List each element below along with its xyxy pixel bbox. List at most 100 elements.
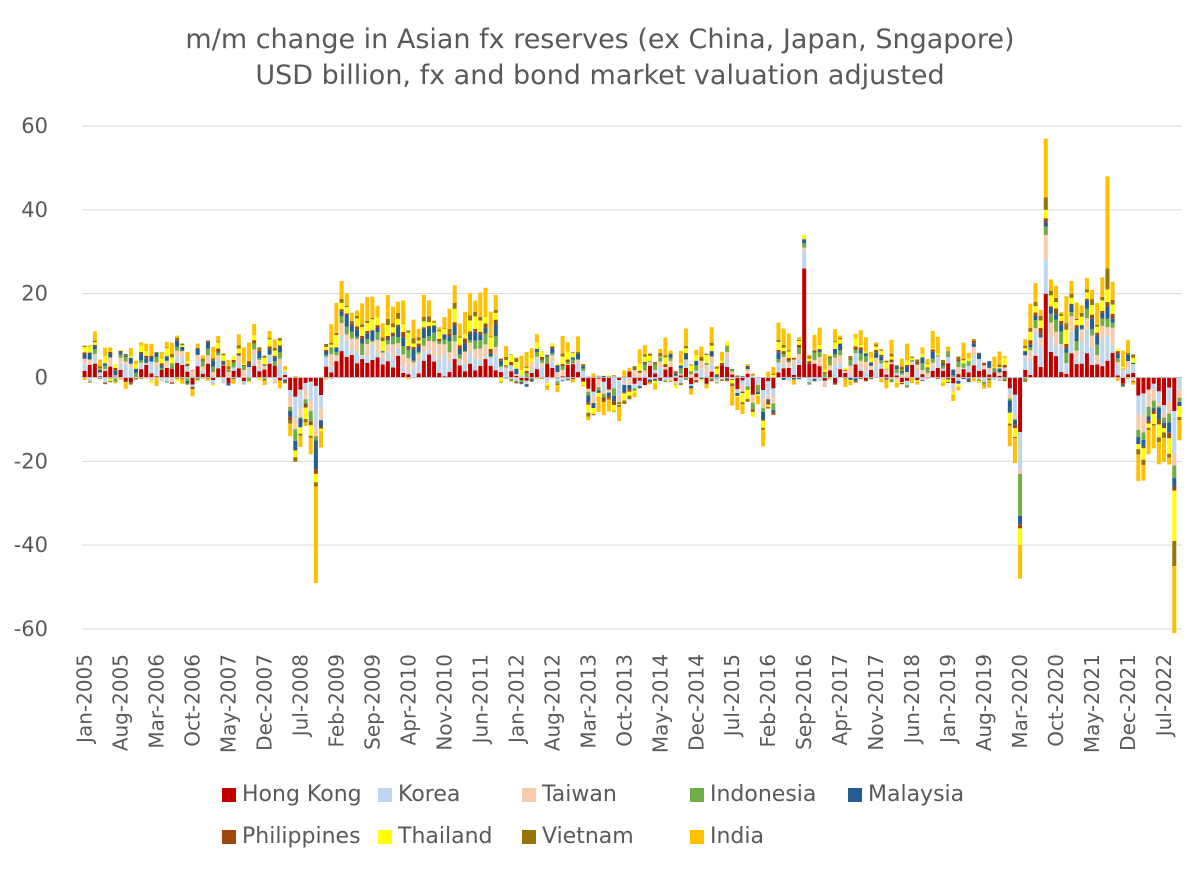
bar-segment <box>457 348 462 355</box>
bar-segment <box>159 377 164 381</box>
bar-segment <box>1038 334 1043 338</box>
bar-segment <box>581 370 586 378</box>
bar-segment <box>617 380 622 396</box>
bar-segment <box>632 390 637 393</box>
bar-segment <box>252 343 257 350</box>
bar-segment <box>360 336 365 339</box>
bar-segment <box>658 357 663 362</box>
bar-segment <box>149 361 154 374</box>
bar-segment <box>324 366 329 378</box>
bar-segment <box>647 382 652 385</box>
bar-segment <box>1146 416 1151 421</box>
bar-segment <box>1141 465 1146 481</box>
bar-segment <box>360 338 365 344</box>
bar-segment <box>920 352 925 354</box>
bar-segment <box>308 381 313 401</box>
bar-segment <box>612 375 617 377</box>
x-tick-label: Mar-2020 <box>1008 654 1032 749</box>
bar-segment <box>87 352 92 353</box>
bar-segment <box>493 346 498 356</box>
bar-segment <box>612 376 617 378</box>
bar-segment <box>205 377 210 379</box>
bar-segment <box>1018 469 1023 474</box>
bar-segment <box>324 378 329 380</box>
bar-segment <box>457 358 462 362</box>
bar-segment <box>1120 369 1125 373</box>
bar-segment <box>658 379 663 381</box>
bar-segment <box>689 365 694 372</box>
bar-segment <box>144 351 149 356</box>
bar-segment <box>858 377 863 380</box>
bar-segment <box>565 364 570 378</box>
bar-segment <box>396 355 401 378</box>
bar-segment <box>365 356 370 363</box>
bar-segment <box>637 372 642 378</box>
bar-segment <box>493 370 498 378</box>
bar-segment <box>118 354 123 358</box>
bar-segment <box>283 374 288 378</box>
bar-segment <box>426 328 431 336</box>
bar-segment <box>560 336 565 354</box>
bar-segment <box>87 345 92 347</box>
bar-segment <box>236 368 241 378</box>
bar-segment <box>653 373 658 378</box>
bar-segment <box>812 359 817 364</box>
bar-segment <box>426 300 431 317</box>
bar-segment <box>319 377 324 396</box>
bar-segment <box>334 333 339 336</box>
bar-segment <box>524 377 529 381</box>
bar-segment <box>586 416 591 421</box>
bar-segment <box>560 364 565 367</box>
bar-segment <box>550 367 555 378</box>
bar-segment <box>385 351 390 362</box>
bar-segment <box>997 368 1002 369</box>
bar-segment <box>1162 428 1167 433</box>
bar-segment <box>874 349 879 353</box>
bar-segment <box>334 361 339 378</box>
bar-segment <box>360 359 365 378</box>
bar-segment <box>190 377 195 385</box>
bar-segment <box>1151 410 1156 414</box>
bar-segment <box>344 334 349 341</box>
bar-segment <box>195 366 200 378</box>
bar-segment <box>288 411 293 417</box>
bar-segment <box>1151 400 1156 409</box>
bar-segment <box>858 350 863 354</box>
bar-segment <box>288 420 293 424</box>
bar-segment <box>714 381 719 383</box>
bar-segment <box>442 376 447 378</box>
bar-segment <box>761 419 766 421</box>
bar-segment <box>514 377 519 381</box>
bar-segment <box>740 380 745 386</box>
bar-segment <box>252 365 257 378</box>
bar-segment <box>1028 328 1033 332</box>
bar-segment <box>591 376 596 378</box>
bar-segment <box>231 370 236 378</box>
bar-segment <box>252 323 257 336</box>
bar-segment <box>514 374 519 376</box>
bar-segment <box>802 251 807 269</box>
bar-segment <box>231 359 236 363</box>
bar-segment <box>1115 358 1120 362</box>
bar-segment <box>108 380 113 383</box>
bar-segment <box>601 375 606 376</box>
bar-segment <box>771 403 776 411</box>
legend-item: Thailand <box>378 824 492 849</box>
bar-segment <box>982 385 987 389</box>
bar-segment <box>200 373 205 378</box>
bar-segment <box>735 389 740 394</box>
bar-segment <box>627 370 632 372</box>
x-tick-label: Dec-2021 <box>1116 654 1140 751</box>
bar-segment <box>385 336 390 339</box>
bar-segment <box>622 377 627 383</box>
bar-segment <box>1079 316 1084 326</box>
bar-segment <box>154 352 159 357</box>
bar-segment <box>283 366 288 370</box>
bar-segment <box>365 320 370 324</box>
bar-segment <box>164 356 169 361</box>
bar-segment <box>848 356 853 359</box>
bar-segment <box>1151 408 1156 411</box>
bar-segment <box>915 377 920 381</box>
bar-segment <box>951 369 956 376</box>
bar-segment <box>1028 340 1033 345</box>
